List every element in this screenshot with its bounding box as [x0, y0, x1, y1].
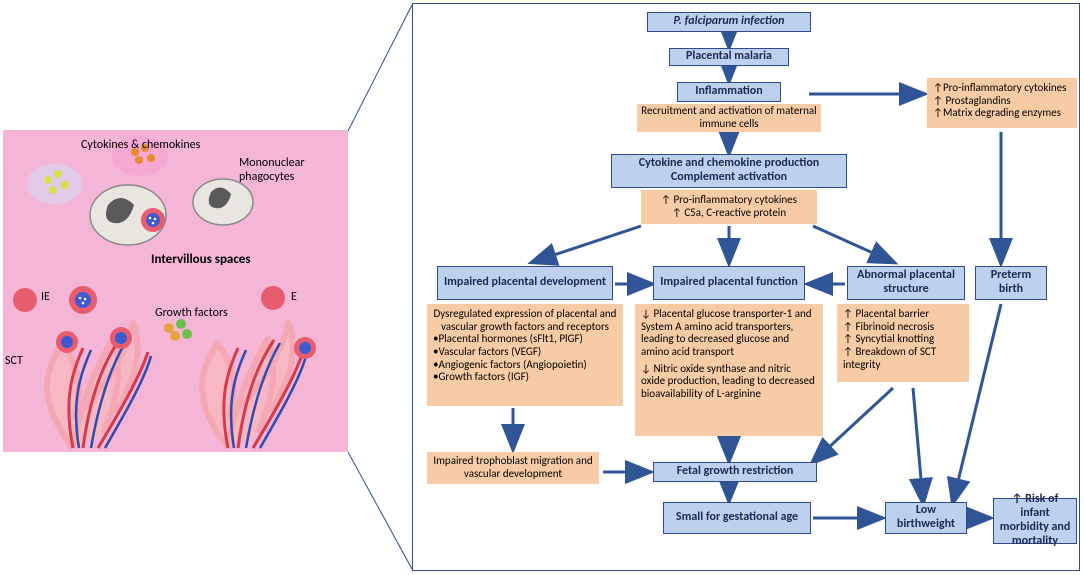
- line: ↑ Placental barrier: [843, 308, 929, 321]
- node-preterm: Preterm birth: [975, 266, 1047, 300]
- node-transporters: ↓ Placental glucose transporter-1 and Sy…: [635, 304, 823, 436]
- line: ↑Pro-inflammatory cytokines: [933, 82, 1066, 95]
- label-growth: Growth factors: [155, 306, 228, 320]
- connector-lines: [348, 3, 414, 573]
- line: ↑ C5a, C-reactive protein: [647, 207, 811, 220]
- node-impaired-func: Impaired placental function: [653, 266, 805, 300]
- line: ↓ Nitric oxide synthase and nitric oxide…: [641, 363, 817, 401]
- node-inflammation: Inflammation: [677, 82, 781, 102]
- erythrocyte-icon: [13, 288, 37, 312]
- intervillous-illustration: Cytokines & chemokines Mononuclear phago…: [3, 130, 348, 452]
- phagocyte-1-icon: [90, 185, 166, 245]
- node-trophoblast: Impaired trophoblast migration and vascu…: [427, 452, 599, 484]
- label-e: E: [291, 290, 297, 304]
- node-cytokine-complement: Cytokine and chemokine production Comple…: [611, 154, 847, 188]
- node-barrier: ↑ Placental barrier ↑ Fibrinoid necrosis…: [837, 304, 969, 382]
- node-sga: Small for gestational age: [663, 502, 811, 534]
- line: •Vascular factors (VEGF): [433, 346, 541, 359]
- label-intervillous: Intervillous spaces: [151, 252, 251, 267]
- line: ↓ Placental glucose transporter-1 and Sy…: [641, 308, 817, 359]
- node-proinflam-right: ↑Pro-inflammatory cytokines ↑ Prostaglan…: [927, 78, 1077, 128]
- erythrocyte-icon: [261, 286, 285, 310]
- phagocyte-2-icon: [193, 179, 253, 225]
- node-impaired-dev: Impaired placental development: [437, 266, 613, 300]
- line: ↑Matrix degrading enzymes: [933, 107, 1061, 120]
- line: •Growth factors (IGF): [433, 371, 529, 384]
- label-phagocytes: Mononuclear phagocytes: [239, 156, 339, 184]
- node-pfalciparum: P. falciparum infection: [647, 12, 811, 32]
- node-recruitment: Recruitment and activation of maternal i…: [637, 104, 821, 132]
- label-cytokines: Cytokines & chemokines: [81, 138, 200, 152]
- label-sct: SCT: [5, 354, 23, 368]
- ie-icon: [69, 286, 97, 314]
- line: ↑ Breakdown of SCT integrity: [843, 346, 963, 371]
- node-risk: ↑ Risk of infant morbidity and mortality: [993, 498, 1077, 544]
- node-abnormal-structure: Abnormal placental structure: [847, 266, 965, 300]
- text: P. falciparum infection: [674, 14, 785, 28]
- flowchart-frame: P. falciparum infection Placental malari…: [412, 3, 1080, 571]
- label-ie: IE: [41, 290, 50, 304]
- node-fgr: Fetal growth restriction: [653, 462, 817, 482]
- node-dysregulated: Dysregulated expression of placental and…: [427, 304, 623, 406]
- node-proinflam-c5a: ↑ Pro-inflammatory cytokines ↑ C5a, C-re…: [641, 190, 817, 224]
- villus-left-icon: [47, 323, 151, 448]
- node-placental-malaria: Placental malaria: [669, 48, 789, 66]
- line: ↑ Pro-inflammatory cytokines: [647, 194, 811, 207]
- node-lbw: Low birthweight: [885, 502, 967, 534]
- villus-right-icon: [202, 323, 316, 448]
- line: Dysregulated expression of placental and…: [433, 308, 617, 333]
